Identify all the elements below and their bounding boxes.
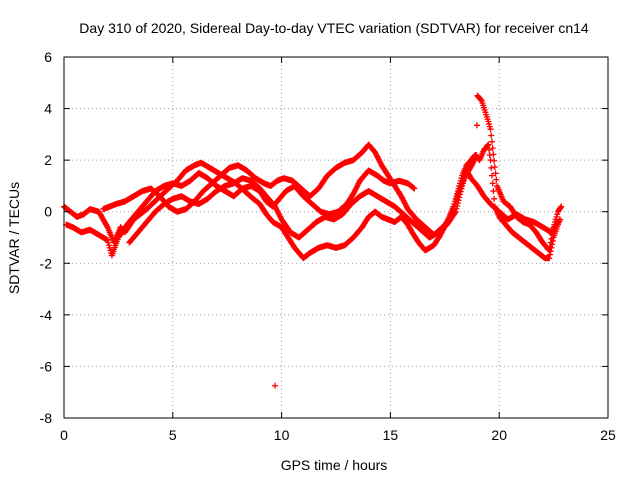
track-c-point xyxy=(491,164,498,171)
track-a-point xyxy=(484,142,491,149)
track-c-point xyxy=(473,151,480,158)
track-d-point xyxy=(452,208,459,215)
track-d-point xyxy=(458,185,465,192)
track-c-point xyxy=(546,247,553,254)
track-c-point xyxy=(489,145,496,152)
y-tick-label: 6 xyxy=(44,49,52,65)
y-tick-label: 2 xyxy=(44,152,52,168)
y-tick-label: -2 xyxy=(40,255,53,271)
track-a-point xyxy=(103,222,110,229)
track-c-point xyxy=(547,239,554,246)
x-tick-label: 0 xyxy=(60,427,68,443)
track-c-point xyxy=(558,203,565,210)
track-d-point xyxy=(554,220,561,227)
track-d-point xyxy=(457,191,464,198)
track-d-point xyxy=(554,219,561,226)
x-tick-label: 5 xyxy=(169,427,177,443)
track-d-point xyxy=(451,209,458,216)
x-tick-labels: 0 5 10 15 20 25 xyxy=(60,427,616,443)
track-c-point xyxy=(557,204,564,211)
x-tick-label: 20 xyxy=(491,427,507,443)
plot-frame xyxy=(63,56,609,419)
track-d-point xyxy=(456,194,463,201)
track-c-point xyxy=(490,151,497,158)
track-d-point xyxy=(455,197,462,204)
y-tick-label: -8 xyxy=(40,410,53,426)
track-c-point xyxy=(548,235,555,242)
track-c-point xyxy=(473,122,480,129)
y-tick-label: -4 xyxy=(40,307,53,323)
track-c-point xyxy=(488,132,495,139)
track-c-point xyxy=(545,246,552,253)
track-d-point xyxy=(453,205,460,212)
y-tick-label: 0 xyxy=(44,204,52,220)
track-a-point xyxy=(486,146,493,153)
track-a-point xyxy=(546,251,553,258)
outlier-point xyxy=(272,382,279,389)
y-axis-label: SDTVAR / TECUs xyxy=(6,182,22,294)
track-d-point xyxy=(454,200,461,207)
track-c-point xyxy=(546,243,553,250)
track-c-point xyxy=(487,126,494,133)
track-c-point xyxy=(491,157,498,164)
track-b-point xyxy=(411,185,418,192)
track-a-point xyxy=(491,195,498,202)
track-a-point xyxy=(488,164,495,171)
y-tick-labels: -8 -6 -4 -2 0 2 4 6 xyxy=(40,49,53,426)
data-points xyxy=(61,92,565,389)
track-d-point xyxy=(457,188,464,195)
track-d-point xyxy=(454,202,461,209)
x-axis-label: GPS time / hours xyxy=(281,457,388,473)
track-c-point xyxy=(488,138,495,145)
track-a-point xyxy=(485,141,492,148)
track-a-point xyxy=(546,255,553,262)
track-a-point xyxy=(489,180,496,187)
x-tick-label: 10 xyxy=(274,427,290,443)
track-c-point xyxy=(478,96,485,103)
x-tick-label: 15 xyxy=(383,427,399,443)
tick-marks xyxy=(63,56,609,419)
track-a-point xyxy=(488,172,495,179)
chart-title: Day 310 of 2020, Sidereal Day-to-day VTE… xyxy=(79,20,589,36)
y-tick-label: 4 xyxy=(44,101,52,117)
track-c-point xyxy=(492,170,499,177)
x-tick-label: 25 xyxy=(600,427,616,443)
track-a-point xyxy=(490,188,497,195)
y-tick-label: -6 xyxy=(40,358,53,374)
track-c-point xyxy=(493,176,500,183)
